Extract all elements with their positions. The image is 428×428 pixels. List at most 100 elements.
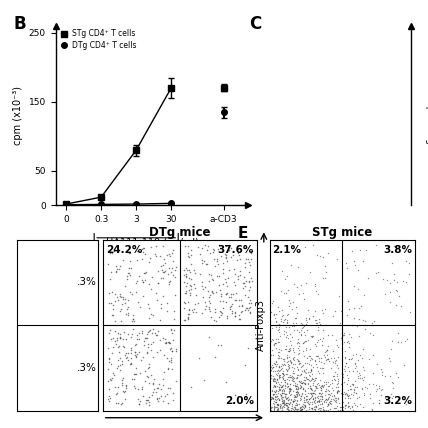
Point (378, 392, 385, 398)
Point (297, 327, 304, 333)
Point (133, 280, 140, 287)
Point (247, 262, 254, 268)
Point (268, 404, 275, 411)
Point (291, 357, 298, 364)
Point (239, 302, 246, 309)
Point (310, 397, 317, 404)
Point (280, 373, 287, 380)
Point (297, 385, 304, 392)
Point (217, 342, 224, 348)
Point (312, 358, 319, 365)
Point (392, 370, 399, 377)
Point (247, 296, 253, 303)
Point (282, 377, 289, 384)
Point (380, 275, 386, 282)
Point (335, 386, 342, 393)
Point (266, 406, 273, 413)
Point (106, 385, 113, 392)
Point (342, 359, 349, 366)
Point (332, 398, 339, 404)
Point (270, 395, 276, 402)
Point (291, 404, 297, 411)
Point (320, 383, 327, 390)
Point (286, 385, 293, 392)
Point (246, 259, 253, 266)
Point (272, 357, 279, 364)
Point (366, 381, 373, 388)
Point (284, 402, 291, 409)
Point (331, 396, 338, 403)
Point (351, 262, 358, 268)
Point (134, 331, 140, 338)
Point (279, 369, 285, 376)
Point (270, 336, 276, 343)
Point (346, 306, 353, 312)
Point (359, 385, 366, 392)
Point (129, 375, 136, 382)
Point (168, 359, 175, 366)
Point (285, 360, 292, 367)
Point (293, 381, 300, 388)
Point (298, 405, 305, 412)
Point (282, 385, 289, 392)
Point (216, 314, 223, 321)
Point (223, 242, 230, 249)
Point (245, 293, 252, 300)
Point (268, 407, 274, 414)
Point (337, 308, 344, 315)
Point (345, 376, 352, 383)
Point (223, 378, 229, 385)
Point (167, 346, 174, 353)
Point (305, 316, 312, 323)
Point (285, 407, 291, 413)
Point (337, 404, 344, 410)
Point (352, 390, 359, 397)
Point (125, 270, 132, 276)
Point (273, 340, 279, 347)
Point (292, 404, 299, 410)
Point (298, 371, 305, 378)
Point (118, 361, 125, 368)
Point (297, 370, 304, 377)
Point (400, 361, 407, 368)
Point (281, 400, 288, 407)
Point (345, 403, 352, 410)
Point (313, 353, 320, 360)
Point (301, 387, 308, 394)
Point (187, 283, 194, 290)
Point (279, 361, 285, 368)
Point (296, 407, 303, 414)
Point (333, 389, 340, 396)
Point (294, 336, 301, 343)
Point (201, 257, 208, 264)
Point (372, 270, 379, 276)
Point (314, 394, 321, 401)
Point (386, 355, 393, 362)
Point (142, 368, 149, 375)
Point (116, 348, 123, 355)
Point (315, 398, 322, 405)
Point (330, 392, 337, 398)
Point (304, 319, 311, 326)
Point (313, 317, 320, 324)
Point (273, 377, 280, 384)
Point (288, 404, 295, 411)
Point (199, 285, 206, 292)
Point (183, 270, 190, 277)
Point (279, 386, 286, 392)
Point (187, 260, 194, 267)
Point (169, 337, 176, 344)
Point (314, 395, 321, 402)
Point (279, 375, 286, 382)
Point (275, 374, 282, 381)
Point (215, 241, 222, 248)
Point (331, 392, 338, 399)
Point (287, 385, 294, 392)
Point (318, 392, 325, 399)
Point (116, 334, 123, 341)
Point (148, 274, 155, 281)
Point (278, 397, 285, 404)
Point (275, 406, 282, 413)
Point (296, 400, 303, 407)
Point (279, 374, 285, 381)
